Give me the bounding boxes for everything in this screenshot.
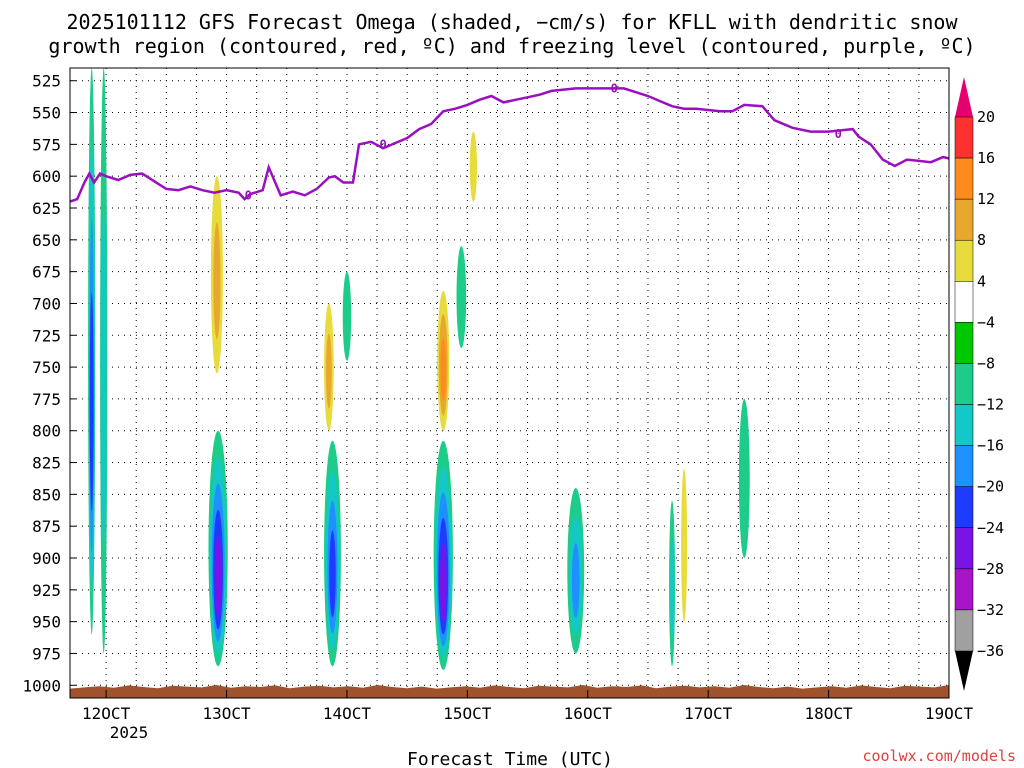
terrain-fill (70, 685, 949, 698)
y-tick-label: 925 (32, 581, 61, 600)
colorbar-tick-label: −16 (977, 437, 1004, 455)
y-tick-label: 1000 (22, 676, 61, 695)
y-tick-label: 600 (32, 167, 61, 186)
y-tick-label: 875 (32, 517, 61, 536)
x-tick-label: 14OCT (323, 704, 372, 723)
x-tick-label: 16OCT (564, 704, 613, 723)
colorbar-segment (954, 486, 974, 529)
x-tick-label: 12OCT (82, 704, 131, 723)
terrain-band (70, 685, 949, 698)
colorbar-segment (954, 116, 974, 159)
y-tick-label: 650 (32, 231, 61, 250)
omega-feature-7-level-0 (738, 398, 750, 558)
omega-feature-9-level-0 (456, 246, 467, 348)
y-tick-label: 950 (32, 613, 61, 632)
colorbar-tick-label: 20 (977, 108, 995, 126)
y-tick-label: 825 (32, 454, 61, 473)
omega-feature-5-level-2 (571, 543, 580, 619)
x-axis-title: Forecast Time (UTC) (407, 749, 613, 768)
colorbar-segment (954, 404, 974, 446)
omega-feature-14-level-0 (681, 468, 688, 622)
plot-frame (69, 67, 950, 699)
colorbar-segment (954, 322, 974, 364)
omega-feature-0-level-3 (89, 293, 94, 512)
y-tick-label: 750 (32, 358, 61, 377)
x-axis-year-label: 2025 (110, 723, 149, 742)
y-tick-label: 775 (32, 390, 61, 409)
x-axis: 12OCT 13OCT 14OCT 15OCT 16OCT 17OCT 18OCT 19OCT (82, 690, 973, 723)
colorbar-segment (954, 239, 974, 282)
omega-feature-2-level-4 (214, 536, 222, 618)
freezing-level-label: 0 (835, 127, 842, 141)
y-tick-label: 625 (32, 199, 61, 218)
y-axis: 525 550 575 600 625 650 675 700 725 750 775 800 825 8… (22, 72, 76, 695)
x-tick-label: 13OCT (202, 704, 251, 723)
colorbar-tick-label: 8 (977, 231, 986, 249)
colorbar-segment (954, 281, 974, 323)
freezing-level-label: 0 (245, 188, 252, 202)
omega-feature-11-level-1 (326, 333, 332, 409)
y-tick-label: 800 (32, 422, 61, 441)
freezing-level-label: 0 (379, 137, 386, 151)
colorbar-tick-label: −28 (977, 560, 1004, 578)
colorbar-tick-label: −24 (977, 519, 1004, 537)
y-tick-label: 700 (32, 294, 61, 313)
x-tick-label: 17OCT (684, 704, 733, 723)
x-tick-label: 18OCT (805, 704, 854, 723)
colorbar-segment (954, 198, 974, 241)
colorbar-tick-label: −4 (977, 313, 995, 331)
y-tick-label: 550 (32, 104, 61, 123)
x-tick-label: 19OCT (925, 704, 974, 723)
omega-feature-10-level-1 (213, 222, 221, 339)
freezing-level-label: 0 (611, 81, 618, 95)
y-tick-label: 725 (32, 326, 61, 345)
freezing-level-contour: 0 0 0 0 (70, 81, 949, 203)
omega-feature-12-level-2 (440, 337, 447, 401)
colorbar-tick-label: −32 (977, 601, 1004, 619)
colorbar-tick-label: −12 (977, 396, 1004, 414)
colorbar-tick-label: 16 (977, 149, 995, 167)
colorbar-segment (954, 609, 974, 652)
y-tick-label: 575 (32, 135, 61, 154)
colorbar-tick-label: −20 (977, 478, 1004, 496)
y-tick-label: 525 (32, 72, 61, 91)
colorbar: 20 16 12 8 4 −4 −8 −12 −16 −20 −24 −28 −32 −36 (954, 77, 1004, 691)
omega-feature-13-level-0 (469, 131, 477, 202)
omega-shading (88, 68, 750, 670)
omega-feature-3-level-3 (329, 530, 336, 618)
colorbar-segment (954, 363, 974, 405)
colorbar-segment (954, 568, 974, 611)
colorbar-segment (954, 527, 974, 570)
chart-title-line-1: 2025101112 GFS Forecast Omega (shaded, −… (66, 10, 958, 34)
y-tick-label: 850 (32, 485, 61, 504)
omega-feature-8-level-0 (342, 271, 352, 361)
y-tick-label: 675 (32, 263, 61, 282)
colorbar-tick-label: 12 (977, 190, 995, 208)
chart-title-line-2: growth region (contoured, red, ºC) and f… (48, 34, 975, 58)
grid (70, 68, 950, 698)
omega-feature-4-level-4 (439, 543, 447, 623)
colorbar-top-arrow (955, 77, 973, 117)
colorbar-tick-label: 4 (977, 272, 986, 290)
credit-text: coolwx.com/models (862, 747, 1016, 765)
x-tick-label: 15OCT (443, 704, 492, 723)
omega-feature-1-level-1 (101, 205, 106, 551)
colorbar-segment (954, 445, 974, 487)
y-tick-label: 900 (32, 549, 61, 568)
freezing-level-line (70, 87, 949, 203)
colorbar-bottom-arrow (955, 651, 973, 691)
y-tick-label: 975 (32, 644, 61, 663)
colorbar-segment (954, 157, 974, 200)
colorbar-tick-label: −8 (977, 354, 995, 372)
omega-feature-6-level-1 (670, 539, 675, 638)
colorbar-tick-label: −36 (977, 642, 1004, 660)
